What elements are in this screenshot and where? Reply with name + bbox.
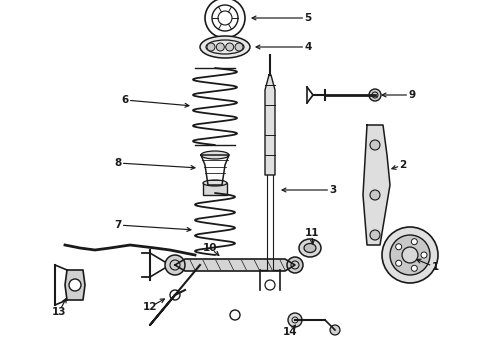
Circle shape xyxy=(69,279,81,291)
Text: 7: 7 xyxy=(114,220,122,230)
Circle shape xyxy=(207,43,215,51)
Ellipse shape xyxy=(299,239,321,257)
Text: 11: 11 xyxy=(305,228,319,238)
Circle shape xyxy=(395,260,402,266)
Bar xyxy=(203,183,227,195)
Circle shape xyxy=(235,43,243,51)
Circle shape xyxy=(411,265,417,271)
Text: 2: 2 xyxy=(399,160,407,170)
Text: 1: 1 xyxy=(431,262,439,272)
Text: 14: 14 xyxy=(283,327,297,337)
Circle shape xyxy=(370,230,380,240)
Circle shape xyxy=(382,227,438,283)
Circle shape xyxy=(330,325,340,335)
Ellipse shape xyxy=(200,36,250,58)
Text: 4: 4 xyxy=(304,42,312,52)
Circle shape xyxy=(421,252,427,258)
Circle shape xyxy=(165,255,185,275)
Circle shape xyxy=(216,43,224,51)
Polygon shape xyxy=(175,259,295,271)
Text: 9: 9 xyxy=(409,90,416,100)
Ellipse shape xyxy=(304,243,316,252)
Polygon shape xyxy=(265,75,275,175)
Circle shape xyxy=(226,43,234,51)
Circle shape xyxy=(287,257,303,273)
Circle shape xyxy=(288,313,302,327)
Polygon shape xyxy=(363,125,390,245)
Ellipse shape xyxy=(201,151,229,159)
Text: 5: 5 xyxy=(304,13,312,23)
Text: 12: 12 xyxy=(143,302,157,312)
Polygon shape xyxy=(65,270,85,300)
Circle shape xyxy=(370,140,380,150)
Circle shape xyxy=(390,235,430,275)
Ellipse shape xyxy=(203,180,227,186)
Text: 13: 13 xyxy=(52,307,66,317)
Text: 8: 8 xyxy=(114,158,122,168)
Text: 6: 6 xyxy=(122,95,128,105)
Circle shape xyxy=(402,247,418,263)
Circle shape xyxy=(395,244,402,250)
Text: 10: 10 xyxy=(203,243,217,253)
Circle shape xyxy=(411,239,417,245)
Circle shape xyxy=(370,190,380,200)
Text: 3: 3 xyxy=(329,185,337,195)
Circle shape xyxy=(369,89,381,101)
